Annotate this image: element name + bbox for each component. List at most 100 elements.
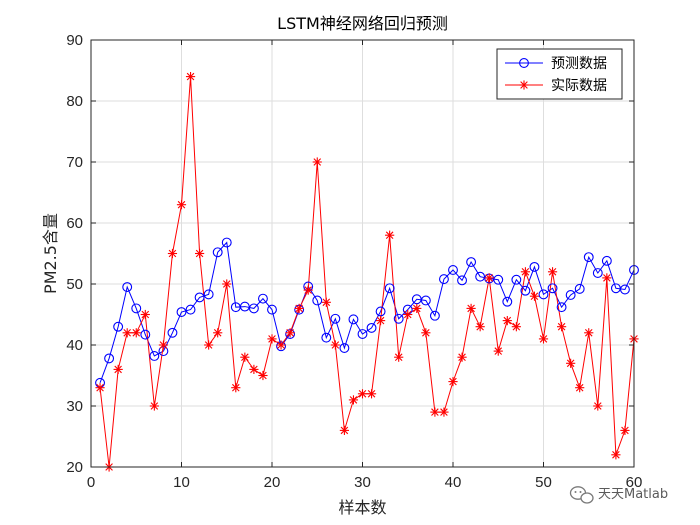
data-point-predicted [267, 304, 277, 315]
x-tick-label: 50 [535, 474, 552, 491]
data-point-actual [394, 352, 404, 362]
data-point-actual [122, 328, 132, 338]
data-point-actual [267, 334, 277, 344]
y-tick-label: 80 [66, 93, 83, 110]
data-point-actual [611, 450, 621, 460]
data-point-actual [195, 248, 205, 259]
y-tick-label: 60 [66, 215, 83, 232]
data-point-actual [167, 248, 178, 259]
chart-title: LSTM神经网络回归预测 [277, 14, 448, 33]
data-point-actual [385, 230, 395, 240]
data-point-predicted [312, 295, 323, 306]
data-point-predicted [457, 275, 467, 286]
data-point-actual [312, 157, 322, 167]
data-point-actual [95, 383, 105, 393]
data-point-actual [158, 340, 168, 350]
series-markers-actual [95, 72, 639, 472]
data-point-predicted [248, 303, 259, 314]
legend: 预测数据 实际数据 [496, 48, 623, 100]
series-markers-predicted [95, 237, 639, 388]
data-point-predicted [348, 314, 359, 325]
data-point-actual [204, 340, 214, 350]
data-point-actual [511, 322, 521, 332]
data-point-predicted [140, 329, 151, 340]
y-tick-label: 20 [66, 459, 83, 476]
watermark-text: 天天Matlab [598, 487, 668, 502]
data-point-predicted [375, 306, 386, 317]
data-point-actual [222, 279, 232, 289]
data-point-actual [484, 273, 494, 283]
y-tick-label: 30 [66, 398, 83, 415]
data-point-predicted [221, 237, 232, 248]
data-point-actual [357, 389, 368, 399]
data-point-actual [439, 407, 449, 417]
data-point-predicted [393, 313, 404, 324]
data-point-actual [457, 352, 467, 362]
data-point-actual [176, 200, 187, 210]
data-point-predicted [113, 321, 124, 332]
y-tick-label: 50 [66, 276, 83, 293]
data-point-actual [330, 340, 340, 350]
series-layer [95, 72, 639, 472]
legend-circle-icon [519, 58, 529, 68]
data-point-predicted [601, 255, 612, 266]
data-point-actual [213, 328, 223, 338]
data-point-predicted [104, 353, 115, 364]
legend-entry-actual: 实际数据 [505, 78, 607, 94]
data-point-predicted [384, 283, 395, 294]
x-tick-label: 60 [626, 474, 643, 491]
legend-star-icon [519, 80, 529, 90]
data-point-actual [529, 291, 540, 301]
data-point-actual [538, 334, 549, 344]
x-tick-label: 30 [354, 474, 371, 491]
data-point-actual [131, 328, 141, 338]
data-point-predicted [511, 274, 522, 285]
legend-label-predicted: 预测数据 [551, 56, 607, 72]
data-point-predicted [149, 351, 160, 361]
data-point-predicted [239, 301, 250, 312]
data-point-predicted [619, 284, 630, 295]
data-point-predicted [185, 304, 196, 315]
y-axis-label: PM2.5含量 [41, 213, 60, 294]
data-point-predicted [420, 295, 431, 306]
data-point-actual [403, 309, 413, 320]
x-tick-label: 40 [445, 474, 462, 491]
legend-box [496, 48, 623, 100]
data-point-actual [294, 303, 304, 313]
data-point-predicted [592, 268, 603, 278]
data-point-predicted [475, 271, 486, 282]
plot-area [95, 72, 639, 472]
series-line-predicted [99, 241, 635, 383]
y-tick-label: 90 [66, 32, 83, 49]
y-tick-label: 40 [66, 337, 83, 354]
x-tick-label: 0 [87, 474, 95, 491]
data-point-predicted [547, 283, 558, 294]
x-axis-label: 样本数 [338, 498, 386, 517]
data-point-predicted [131, 303, 142, 314]
data-point-actual [376, 316, 386, 326]
data-point-actual [575, 383, 585, 393]
data-point-predicted [574, 283, 585, 294]
x-tick-label: 20 [264, 474, 281, 491]
data-point-actual [185, 72, 196, 82]
data-point-actual [276, 340, 286, 350]
data-point-actual [475, 322, 485, 332]
axis-ticks: 0 10 20 30 40 50 60 20 30 40 50 60 70 80 90 [66, 32, 642, 491]
data-point-actual [412, 303, 422, 313]
data-point-actual [348, 395, 359, 405]
data-point-predicted [583, 252, 594, 263]
data-point-predicted [529, 261, 540, 272]
data-point-actual [448, 377, 458, 387]
data-point-predicted [565, 290, 576, 300]
legend-label-actual: 实际数据 [551, 78, 607, 94]
data-point-predicted [429, 310, 440, 321]
grid-lines [90, 39, 635, 468]
data-point-actual [557, 322, 567, 332]
data-point-predicted [448, 265, 458, 275]
data-point-predicted [176, 307, 187, 318]
data-point-actual [303, 285, 313, 295]
legend-marker-star-icon [519, 80, 529, 90]
legend-marker-circle-icon [519, 58, 529, 68]
